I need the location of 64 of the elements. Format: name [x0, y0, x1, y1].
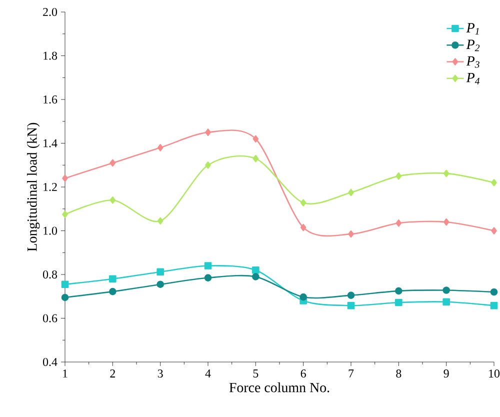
point	[62, 174, 68, 182]
point	[395, 287, 402, 295]
point	[62, 210, 68, 218]
point	[348, 230, 354, 238]
point	[490, 288, 498, 296]
y-tick-label: 0.8	[42, 270, 58, 279]
y-tick-label: 0.4	[42, 358, 58, 366]
x-tick-label: 8	[396, 370, 402, 378]
x-tick-label: 10	[489, 370, 500, 378]
point	[443, 218, 450, 226]
point	[491, 227, 497, 234]
x-tick-label: 2	[110, 370, 115, 378]
point	[300, 293, 307, 301]
point	[442, 298, 450, 306]
point	[109, 288, 116, 296]
y-tick-label: 1.8	[44, 52, 58, 60]
point	[204, 262, 212, 270]
y-tick-label: 1.6	[44, 95, 58, 104]
legend-label: P$_{3}$	[466, 56, 480, 68]
point	[204, 274, 212, 282]
y-tick-label: 2.0	[43, 8, 58, 16]
point	[300, 199, 306, 206]
point	[252, 154, 259, 162]
y-tick-label: 1.4	[44, 139, 58, 148]
point	[157, 217, 164, 225]
y-tick-label: 1.0	[44, 226, 58, 235]
point	[109, 275, 116, 283]
point	[110, 159, 116, 167]
legend-label: P$_{2}$	[466, 40, 480, 52]
point	[348, 188, 354, 196]
point	[110, 196, 116, 204]
point	[300, 224, 306, 232]
point	[395, 298, 402, 306]
point	[157, 144, 164, 152]
point	[443, 170, 450, 178]
legend-label: P$_{1}$	[466, 23, 479, 34]
y-tick-label: 1.2	[44, 182, 57, 192]
point	[252, 266, 260, 274]
point	[156, 268, 164, 276]
point	[252, 135, 259, 143]
point	[396, 219, 402, 227]
x-axis-title: Force column No.	[229, 382, 330, 392]
point	[156, 280, 164, 288]
point	[347, 302, 355, 310]
point	[442, 286, 450, 294]
x-tick-label: 7	[348, 370, 354, 378]
point	[61, 294, 69, 302]
y-axis-title: Longitudinal load (kN)	[27, 122, 40, 252]
point	[491, 178, 497, 186]
x-tick-label: 5	[253, 370, 258, 378]
point	[252, 273, 260, 280]
point	[205, 161, 211, 169]
x-tick-label: 3	[158, 370, 163, 378]
x-tick-label: 4	[205, 370, 211, 378]
point	[490, 302, 498, 310]
point	[205, 128, 211, 136]
y-tick-label: 0.6	[42, 314, 58, 322]
point	[396, 172, 402, 180]
legend-label: P$_{4}$	[466, 73, 480, 84]
x-tick-label: 1	[63, 370, 68, 378]
x-tick-label: 9	[444, 370, 449, 378]
x-tick-label: 6	[300, 370, 306, 378]
point	[347, 292, 355, 299]
point	[61, 280, 69, 288]
